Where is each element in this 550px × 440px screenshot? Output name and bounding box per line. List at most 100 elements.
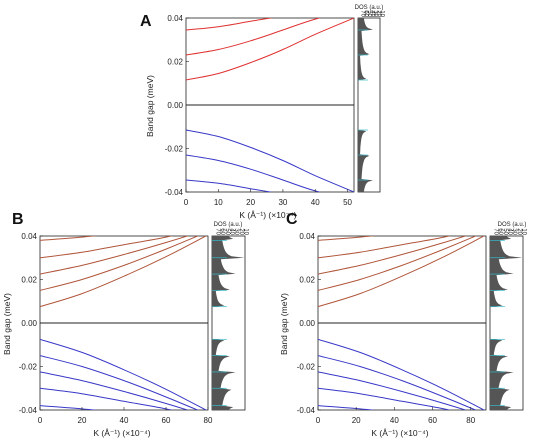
panel-b-dos-label: DOS (a.u.) xyxy=(214,222,243,228)
x-tick-label: 40 xyxy=(311,198,320,207)
panel-b-ylabel: Band gap (meV) xyxy=(2,293,12,355)
x-tick-label: 60 xyxy=(162,416,171,425)
dos-tick-label: 10 xyxy=(521,228,527,235)
conduction-band-3 xyxy=(40,236,190,275)
panel-c-label: C xyxy=(286,211,298,228)
valence-band-1 xyxy=(40,338,207,410)
valence-band-4 xyxy=(318,387,452,410)
dos-tick-label: 10 xyxy=(378,10,384,17)
conduction-band-2 xyxy=(318,236,477,291)
panel-b-plot-area xyxy=(40,236,208,410)
y-tick-label: -0.02 xyxy=(165,145,184,154)
conduction-band-1 xyxy=(186,18,354,81)
y-tick-label: 0.04 xyxy=(167,14,183,23)
conduction-band-5 xyxy=(40,236,99,241)
conduction-band-1 xyxy=(40,236,207,308)
y-tick-label: -0.04 xyxy=(297,406,316,415)
panel-a-plot-area xyxy=(186,18,354,192)
x-tick-label: 0 xyxy=(38,416,43,425)
panel-c-dos-label: DOS (a.u.) xyxy=(498,222,527,228)
dos-tick-label: 60 xyxy=(219,228,225,235)
dos-tick-label: 20 xyxy=(375,10,381,17)
valence-band-1 xyxy=(318,338,485,410)
dos-tick-label: 30 xyxy=(233,228,239,235)
y-tick-label: -0.02 xyxy=(297,363,316,372)
y-tick-label: 0.00 xyxy=(21,319,37,328)
panel-c: C Band gap (meV) K (Å⁻¹) (×10⁻⁴) DOS (a.… xyxy=(279,211,527,438)
dos-tick-label: 50 xyxy=(502,228,508,235)
panel-b: B Band gap (meV) K (Å⁻¹) (×10⁻⁴) DOS (a.… xyxy=(2,211,249,438)
dos-tick-label: 30 xyxy=(372,10,378,17)
x-tick-label: 10 xyxy=(214,198,223,207)
dos-tick-label: 40 xyxy=(229,228,235,235)
valence-band-2 xyxy=(318,355,477,410)
dos-tick-label: 40 xyxy=(369,10,375,17)
x-tick-label: 20 xyxy=(78,416,87,425)
dos-tick-label: 50 xyxy=(224,228,230,235)
dos-plot xyxy=(212,236,245,410)
dos-tick-label: 70 xyxy=(492,228,498,235)
panel-c-xlabel: K (Å⁻¹) (×10⁻⁴) xyxy=(371,428,428,438)
valence-band-5 xyxy=(318,405,377,410)
y-tick-label: 0.04 xyxy=(299,232,315,241)
y-tick-label: -0.04 xyxy=(19,406,38,415)
x-tick-label: 60 xyxy=(428,416,437,425)
panel-a: A Band gap (meV) K (Å⁻¹) (×10⁻⁴) DOS (a.… xyxy=(140,5,384,220)
panel-c-ylabel: Band gap (meV) xyxy=(279,293,289,355)
dos-tick-label: 10 xyxy=(243,228,249,235)
valence-band-1 xyxy=(186,129,354,192)
panel-a-xlabel: K (Å⁻¹) (×10⁻⁴) xyxy=(239,210,296,220)
panel-c-plot-area xyxy=(318,236,486,410)
dos-fill xyxy=(212,236,245,410)
dos-tick-label: 70 xyxy=(360,10,366,17)
conduction-band-3 xyxy=(186,18,274,31)
dos-tick-label: 20 xyxy=(238,228,244,235)
y-tick-label: 0.00 xyxy=(299,319,315,328)
conduction-band-2 xyxy=(186,18,321,56)
dos-plot xyxy=(490,236,523,410)
x-tick-label: 0 xyxy=(316,416,321,425)
y-tick-label: -0.02 xyxy=(19,363,38,372)
panel-a-dos-label: DOS (a.u.) xyxy=(355,5,384,11)
valence-band-3 xyxy=(318,371,468,410)
valence-band-2 xyxy=(40,355,199,410)
dos-tick-label: 60 xyxy=(497,228,503,235)
x-tick-label: 50 xyxy=(343,198,352,207)
x-tick-label: 20 xyxy=(246,198,255,207)
y-tick-label: -0.04 xyxy=(165,188,184,197)
dos-tick-label: 30 xyxy=(511,228,517,235)
y-tick-label: 0.02 xyxy=(21,276,37,285)
dos-tick-label: 40 xyxy=(507,228,513,235)
y-tick-label: 0.02 xyxy=(167,58,183,67)
dos-tick-label: 70 xyxy=(214,228,220,235)
dos-tick-label: 20 xyxy=(516,228,522,235)
valence-band-3 xyxy=(40,371,190,410)
y-tick-label: 0.00 xyxy=(167,101,183,110)
y-tick-label: 0.04 xyxy=(21,232,37,241)
valence-band-2 xyxy=(186,154,321,192)
dos-plot xyxy=(358,18,373,192)
y-tick-label: 0.02 xyxy=(299,276,315,285)
dos-fill xyxy=(358,18,373,192)
valence-band-5 xyxy=(40,405,99,410)
conduction-band-4 xyxy=(40,236,174,259)
conduction-band-4 xyxy=(318,236,452,259)
x-tick-label: 30 xyxy=(278,198,287,207)
x-tick-label: 80 xyxy=(204,416,213,425)
x-tick-label: 40 xyxy=(120,416,129,425)
conduction-band-3 xyxy=(318,236,468,275)
dos-tick-label: 60 xyxy=(363,10,369,17)
conduction-band-2 xyxy=(40,236,199,291)
panel-a-label: A xyxy=(140,13,152,30)
panel-b-xlabel: K (Å⁻¹) (×10⁻⁴) xyxy=(93,428,150,438)
valence-band-3 xyxy=(186,179,274,192)
valence-band-4 xyxy=(40,387,174,410)
dos-tick-label: 50 xyxy=(366,10,372,17)
x-tick-label: 40 xyxy=(390,416,399,425)
conduction-band-1 xyxy=(318,236,485,308)
x-tick-label: 20 xyxy=(352,416,361,425)
dos-fill xyxy=(490,236,523,410)
